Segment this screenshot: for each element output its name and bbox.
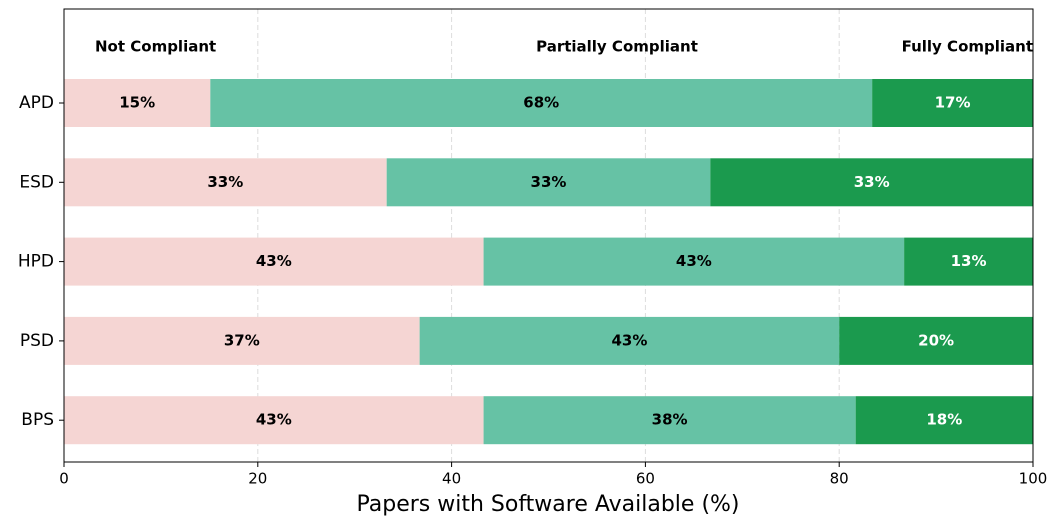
value-label: 38% [652, 411, 688, 429]
value-label: 43% [256, 411, 292, 429]
value-label: 33% [854, 173, 890, 191]
bar-segment [483, 237, 905, 286]
value-label: 68% [523, 94, 559, 112]
x-tick-label: 20 [248, 470, 267, 488]
x-axis-label: Papers with Software Available (%) [356, 492, 739, 517]
series-label: Fully Compliant [902, 38, 1033, 56]
value-label: 33% [207, 173, 243, 191]
y-tick-label: ESD [19, 172, 54, 192]
x-tick-label: 60 [636, 470, 655, 488]
value-label: 33% [531, 173, 567, 191]
bar-segment [839, 316, 1033, 365]
value-label: 43% [611, 331, 647, 349]
y-tick-label: BPS [21, 410, 54, 430]
value-label: 15% [119, 94, 155, 112]
bar-segment [64, 79, 211, 127]
y-tick-label: PSD [20, 331, 54, 351]
bar-segment [64, 316, 420, 365]
bar-segment [419, 316, 840, 365]
x-tick-label: 80 [830, 470, 849, 488]
x-tick-label: 0 [59, 470, 69, 488]
bar-segment [386, 158, 711, 207]
value-label: 37% [224, 331, 260, 349]
bar-segment [904, 237, 1033, 286]
bar-segment [710, 158, 1033, 207]
value-label: 13% [951, 252, 987, 270]
y-tick-label: HPD [18, 252, 54, 272]
bar-segment [210, 79, 873, 127]
y-tick-label: APD [19, 93, 54, 113]
bar-segment [872, 79, 1033, 127]
bar-segment [64, 237, 484, 286]
value-label: 20% [918, 331, 954, 349]
x-tick-label: 40 [442, 470, 461, 488]
bar-segment [64, 396, 484, 445]
series-label: Not Compliant [95, 38, 216, 56]
value-label: 43% [256, 252, 292, 270]
x-tick-label: 100 [1019, 470, 1048, 488]
bar-segment [855, 396, 1033, 445]
plot-frame [63, 8, 1034, 463]
value-label: 43% [676, 252, 712, 270]
value-label: 17% [935, 94, 971, 112]
bar-segment [483, 396, 856, 445]
series-label: Partially Compliant [536, 38, 698, 56]
value-label: 18% [926, 411, 962, 429]
bar-segment [64, 158, 387, 207]
